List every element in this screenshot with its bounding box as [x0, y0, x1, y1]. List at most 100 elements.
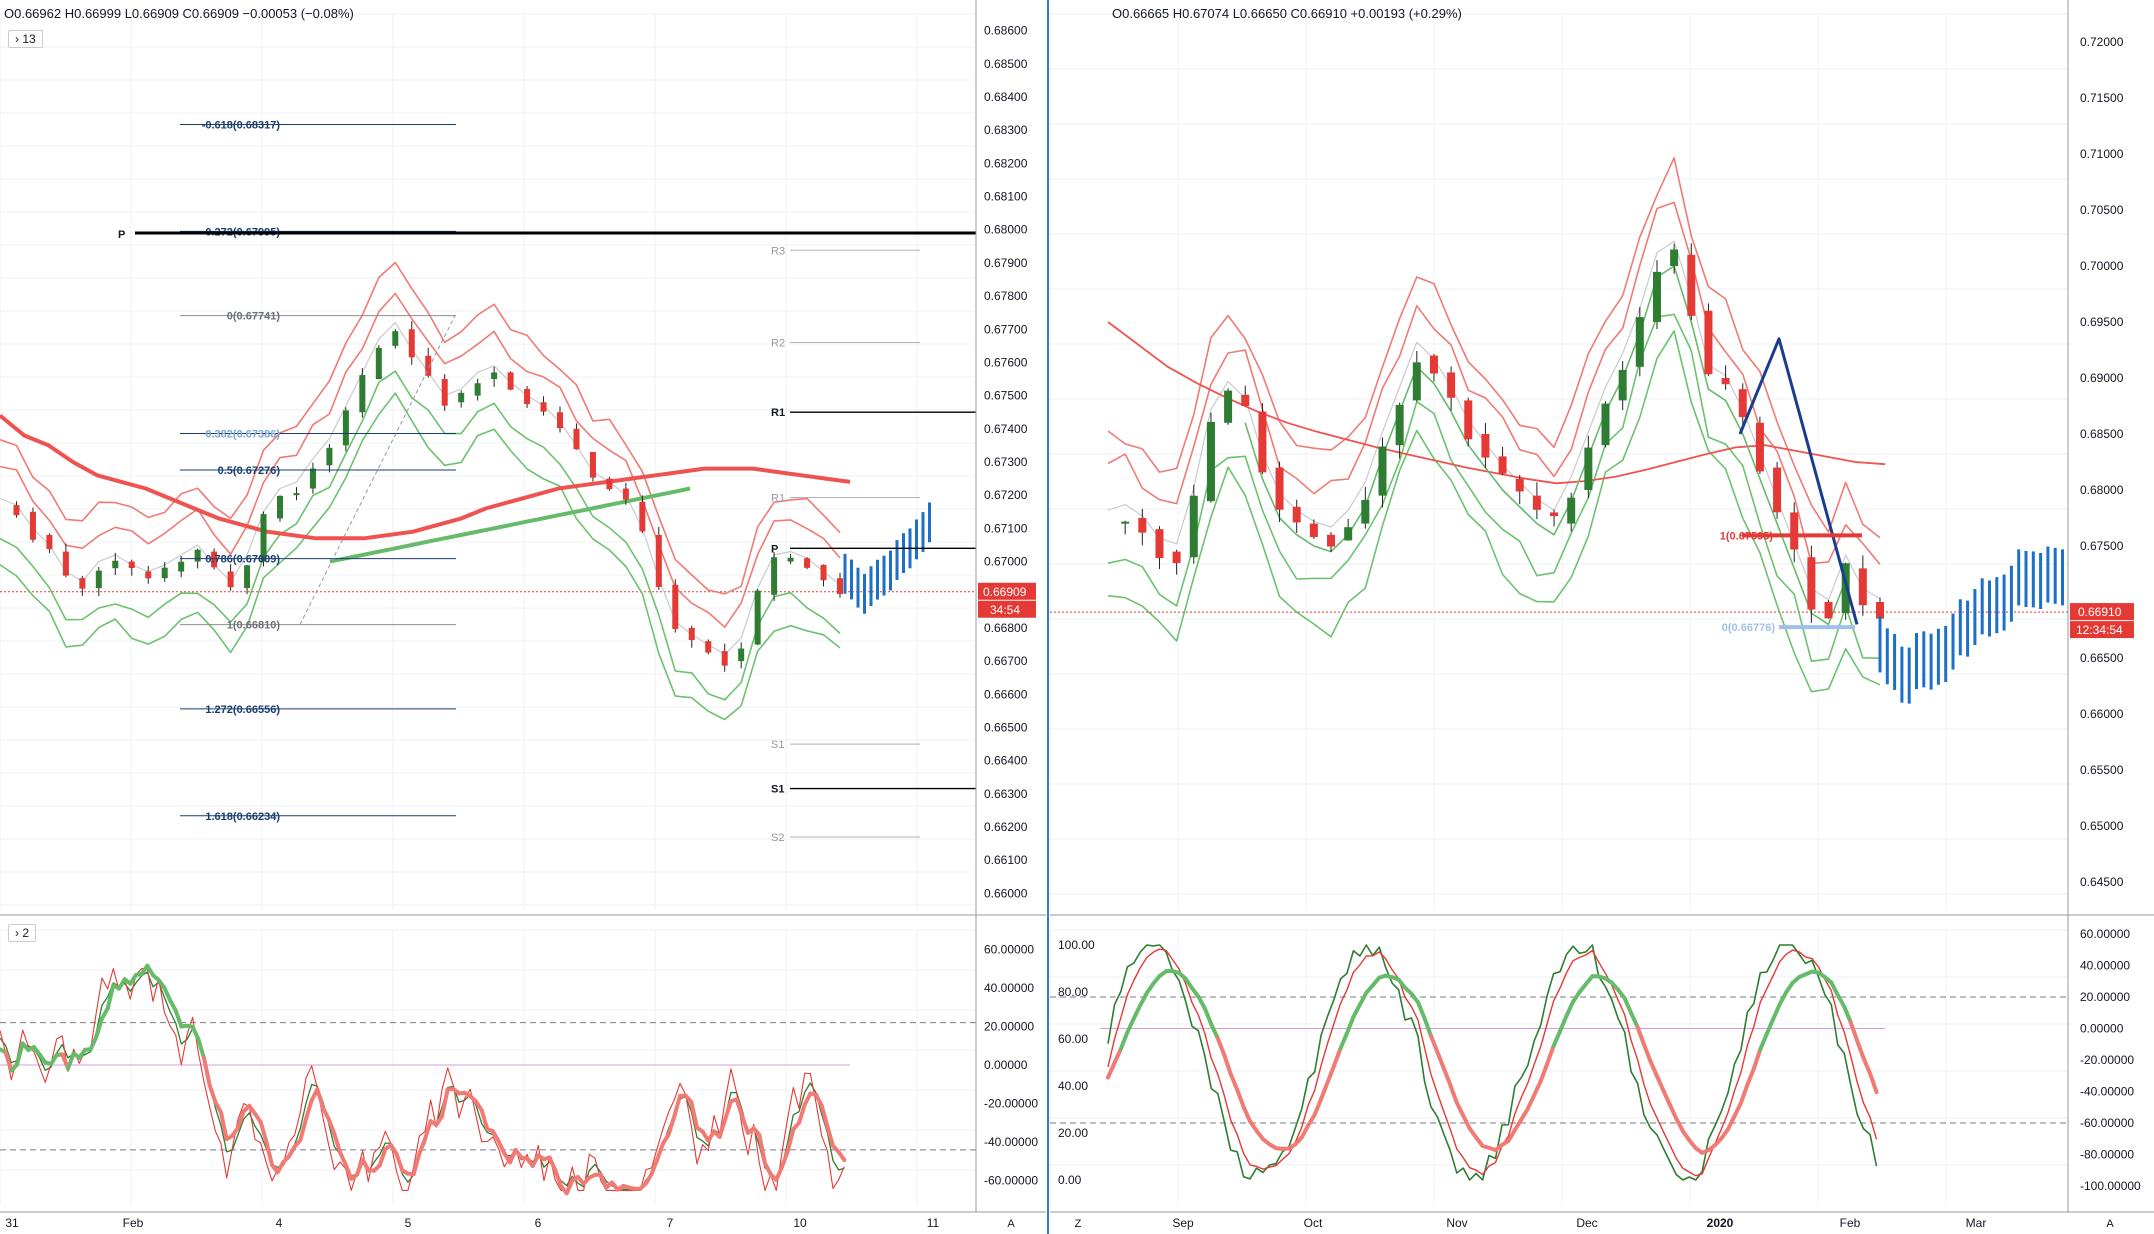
candle-down: [46, 535, 53, 550]
right-price-tick-label: 0.68000: [2080, 483, 2124, 497]
right-osc-smoothed-segment: [1351, 1002, 1362, 1019]
left-osc-pane[interactable]: [0, 929, 976, 1205]
left-osc-smoothed-segment: [598, 1172, 609, 1190]
right-osc-pane[interactable]: [1049, 929, 2068, 1205]
left-osc-fast-line: [0, 971, 845, 1191]
left-last-price-label: 0.66909: [983, 585, 1027, 599]
left-osc-smoothed-segment: [236, 1109, 246, 1130]
right-moving-average-line: [1107, 321, 1886, 485]
pivot-level-label: S1: [771, 739, 784, 751]
candle-down: [128, 561, 135, 569]
right-osc-signal-line: [1107, 948, 1878, 1177]
fib-level-label: 1.618(0.66234): [205, 811, 280, 823]
left-price-tick-label: 0.66700: [984, 654, 1028, 668]
left-osc-smoothed-segment: [411, 1151, 422, 1177]
left-osc-smoothed-segment: [338, 1150, 348, 1167]
right-price-pane[interactable]: 1(0.67595) 0(0.66776): [1049, 13, 2068, 910]
left-last-price-tag: [978, 582, 1036, 600]
candle-up: [342, 410, 349, 446]
candle-down: [1172, 551, 1181, 564]
moving-average-red-line: [0, 413, 851, 541]
left-study-toggle-button[interactable]: › 13: [8, 30, 43, 48]
candle-down: [1481, 434, 1490, 458]
left-osc-smoothed-segment: [202, 1056, 212, 1088]
fib-level-label: 0.786(0.67009): [205, 554, 280, 566]
right-price-tick-label: 0.68500: [2080, 427, 2124, 441]
left-osc-tick-label: 20.00000: [984, 1019, 1034, 1033]
right-countdown-label: 12:34:54: [2076, 623, 2123, 637]
pivot-level-label: R1: [771, 493, 785, 505]
right-osc-smoothed-segment: [1654, 1074, 1666, 1093]
candle-down: [1241, 394, 1250, 407]
left-price-tick-label: 0.68400: [984, 90, 1028, 104]
left-osc-smoothed-segment: [377, 1147, 388, 1168]
left-osc-smoothed-segment: [94, 1016, 104, 1039]
pivot-level-label: P: [771, 543, 778, 555]
candle-down: [1275, 467, 1284, 510]
left-price-tick-label: 0.66100: [984, 853, 1028, 867]
candle-down: [1258, 411, 1267, 473]
left-time-tick-label: 6: [535, 1216, 542, 1230]
candle-down: [62, 551, 69, 576]
right-osc-smoothed-segment: [1506, 1127, 1517, 1143]
right-osc-smoothed-segment: [1428, 1033, 1440, 1055]
left-price-tick-label: 0.67300: [984, 455, 1028, 469]
left-osc-smoothed-segment: [836, 1149, 847, 1163]
right-osc-smoothed-segment: [1118, 1030, 1130, 1051]
right-last-price-label: 0.66910: [2078, 605, 2122, 619]
candle-down: [1755, 422, 1764, 472]
right-osc-smoothed-segment: [1112, 1046, 1123, 1066]
candle-down: [1824, 602, 1833, 619]
left-price-tick-label: 0.67600: [984, 355, 1028, 369]
right-time-tick-label: Dec: [1576, 1216, 1597, 1230]
candle-up: [1224, 390, 1233, 423]
right-price-tick-label: 0.64500: [2080, 875, 2124, 889]
right-lower-band-line: [1107, 313, 1881, 663]
left-osc-smoothed-segment: [105, 983, 116, 1011]
moving-average-green-line: [329, 486, 691, 564]
left-osc-smoothed-segment: [797, 1102, 807, 1125]
candle-down: [1515, 478, 1524, 492]
right-osc-smoothed-segment: [1771, 1002, 1782, 1022]
right-price-tick-label: 0.72000: [2080, 35, 2124, 49]
left-countdown-label: 34:54: [990, 603, 1020, 617]
candle-up: [1601, 403, 1610, 446]
candle-up: [787, 557, 794, 562]
pivot-level-label: S2: [771, 832, 784, 844]
left-osc-smoothed-segment: [196, 1037, 206, 1061]
right-osc-smoothed-segment: [1312, 1096, 1324, 1117]
right-price-tick-label: 0.66000: [2080, 707, 2124, 721]
candle-down: [1773, 467, 1782, 513]
candle-up: [771, 557, 778, 595]
left-osc-smoothed-segment: [332, 1131, 342, 1155]
candle-down: [13, 505, 20, 516]
right-osc-left-tick-label: 60.00: [1058, 1032, 1088, 1046]
right-osc-smoothed-segment: [1222, 1052, 1233, 1077]
right-osc-smoothed-segment: [1661, 1088, 1672, 1107]
right-osc-smoothed-segment: [1319, 1080, 1330, 1101]
pane-divider[interactable]: [1047, 0, 1049, 1234]
candle-down: [655, 535, 662, 587]
right-countdown-tag: [2070, 621, 2134, 639]
right-osc-smoothed-segment: [1726, 1114, 1737, 1132]
right-price-tick-label: 0.69000: [2080, 371, 2124, 385]
left-price-pane[interactable]: -0.618(0.68317)-0.272(0.67995)0(0.67741)…: [0, 13, 976, 910]
left-osc-smoothed-segment: [162, 985, 172, 1003]
pivot-level-label: S1: [771, 784, 784, 796]
candle-up: [491, 372, 498, 380]
left-osc-smoothed-segment: [298, 1116, 308, 1143]
candle-down: [425, 355, 432, 376]
right-zoom-button: Z: [1075, 1218, 1082, 1230]
candle-up: [1652, 271, 1661, 322]
pivot-level-label: R2: [771, 338, 785, 350]
right-osc-smoothed-segment: [1454, 1100, 1466, 1118]
candle-down: [29, 511, 36, 540]
left-osc-smoothed-segment: [814, 1092, 824, 1108]
candle-up: [1618, 369, 1627, 401]
left-osc-smoothed-segment: [757, 1133, 767, 1166]
left-osc-study-toggle-button[interactable]: › 2: [8, 924, 37, 942]
left-osc-smoothed-segment: [394, 1152, 405, 1173]
right-osc-smoothed-segment: [1732, 1100, 1743, 1119]
right-osc-smoothed-segment: [1564, 999, 1575, 1018]
right-osc-smoothed-segment: [1448, 1082, 1459, 1105]
